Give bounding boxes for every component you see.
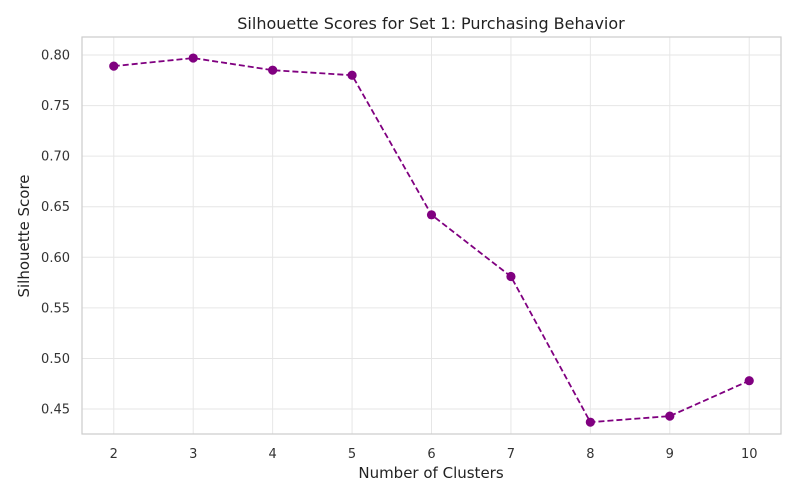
x-axis-ticks: 2 3 4 5 6 7 8 9 10 [110,447,758,462]
data-point [268,65,278,75]
x-tick-label: 2 [110,447,118,462]
data-point [188,53,198,63]
data-point [744,376,754,386]
y-tick-label: 0.80 [41,49,70,64]
x-tick-label: 5 [348,447,356,462]
x-tick-label: 6 [427,447,435,462]
y-tick-label: 0.65 [41,200,70,215]
y-axis-title: Silhouette Score [15,174,33,297]
data-point [109,61,119,71]
data-point [665,411,675,421]
x-tick-label: 3 [189,447,197,462]
y-tick-label: 0.55 [41,301,70,316]
y-tick-label: 0.45 [41,403,70,418]
y-tick-label: 0.75 [41,99,70,114]
y-tick-label: 0.60 [41,251,70,266]
x-tick-label: 8 [586,447,594,462]
data-point [426,210,437,220]
data-point [506,271,516,282]
series [109,53,754,427]
data-point [347,70,357,80]
x-tick-label: 9 [666,447,674,462]
x-tick-label: 7 [507,447,515,462]
plot-frame [81,36,782,435]
chart-title: Silhouette Scores for Set 1: Purchasing … [237,14,625,33]
x-tick-label: 10 [741,447,758,462]
y-tick-label: 0.70 [41,150,70,165]
grid [82,37,781,434]
x-tick-label: 4 [268,447,276,462]
y-tick-label: 0.50 [41,352,70,367]
y-axis-ticks: 0.45 0.50 0.55 0.60 0.65 0.70 0.75 0.80 [41,49,70,418]
data-point [585,417,595,427]
x-axis-title: Number of Clusters [358,464,503,482]
